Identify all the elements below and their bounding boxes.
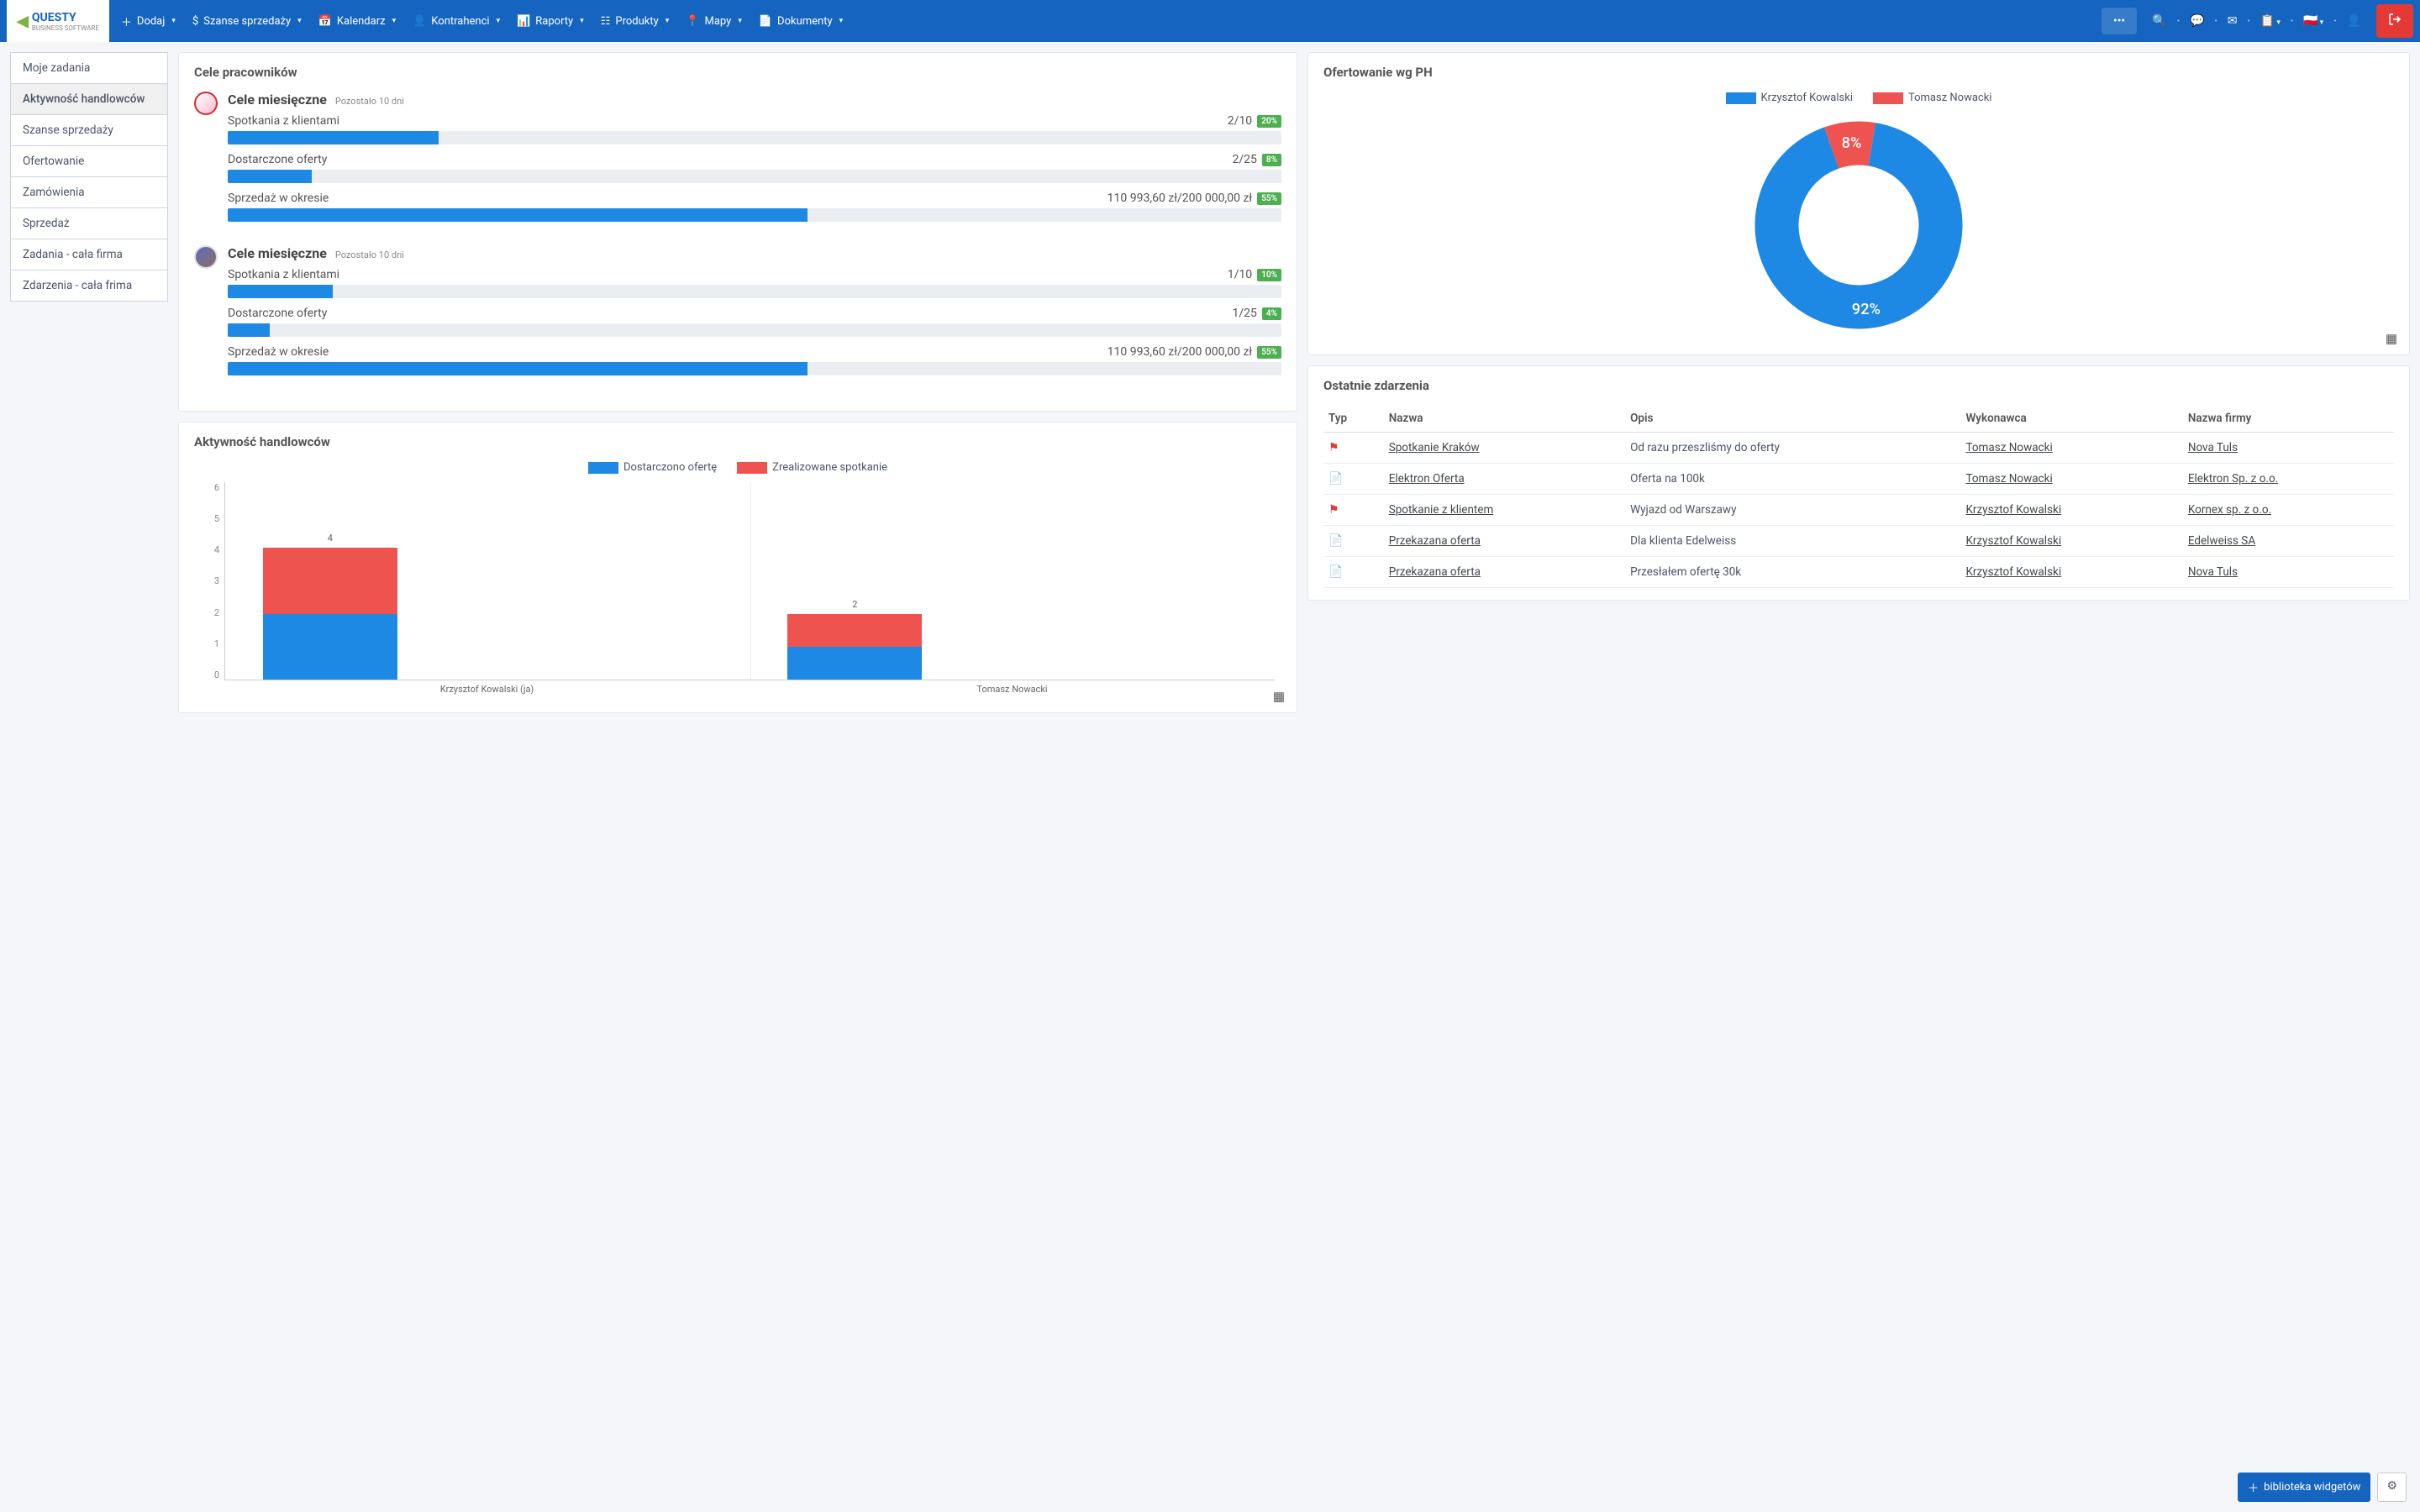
doc-icon: 📄 (1328, 534, 1343, 548)
activity-chart-panel: Aktywność handlowców Dostarczono ofertę … (178, 422, 1297, 713)
widget-library-button[interactable]: ＋ biblioteka widgetów (2238, 1473, 2370, 1502)
logout-button[interactable] (2376, 4, 2413, 38)
goal-row: Spotkania z klientami2/1020% (228, 114, 1281, 144)
more-button[interactable]: ••• (2102, 8, 2137, 34)
goal-row: Sprzedaż w okresie110 993,60 zł/200 000,… (228, 192, 1281, 222)
donut-chart-panel: Ofertowanie wg PH Krzysztof Kowalski Tom… (1307, 52, 2410, 355)
logo-icon: ◀ (17, 13, 29, 30)
clipboard-icon[interactable]: 📋▾ (2254, 9, 2287, 33)
flag-icon: ⚑ (1328, 503, 1339, 517)
sidebar-tabs: Moje zadaniaAktywność handlowcówSzanse s… (10, 52, 168, 301)
sidebar-item-4[interactable]: Zamówienia (10, 176, 168, 208)
company-link[interactable]: Edelweiss SA (2188, 534, 2255, 548)
company-link[interactable]: Nova Tuls (2188, 565, 2238, 579)
performer-link[interactable]: Krzysztof Kowalski (1965, 565, 2061, 579)
sidebar-item-2[interactable]: Szanse sprzedaży (10, 114, 168, 146)
table-row: ⚑ Spotkanie z klientem Wyjazd od Warszaw… (1323, 495, 2394, 526)
svg-text:92%: 92% (1852, 301, 1881, 318)
menu-szanse-sprzedaży[interactable]: $ Szanse sprzedaży ▾ (184, 8, 310, 34)
event-name-link[interactable]: Spotkanie z klientem (1389, 503, 1494, 517)
panel-title: Aktywność handlowców (194, 434, 1281, 449)
plus-icon: ＋ (2248, 1479, 2259, 1495)
performer-link[interactable]: Krzysztof Kowalski (1965, 534, 2061, 548)
flag-icon: ⚑ (1328, 441, 1339, 454)
avatar (194, 92, 218, 115)
search-icon[interactable]: 🔍 (2145, 9, 2173, 33)
chat-icon[interactable]: 💬 (2183, 9, 2211, 33)
table-row: 📄 Elektron Oferta Oferta na 100k Tomasz … (1323, 464, 2394, 495)
menu-produkty[interactable]: ☷ Produkty ▾ (592, 8, 678, 34)
sidebar-item-5[interactable]: Sprzedaż (10, 207, 168, 239)
goal-row: Spotkania z klientami1/1010% (228, 268, 1281, 298)
chart-legend: Krzysztof Kowalski Tomasz Nowacki (1323, 92, 2394, 104)
goal-row: Dostarczone oferty1/254% (228, 307, 1281, 337)
brand-logo[interactable]: ◀ QUESTY BUSINESS SOFTWARE (7, 0, 109, 42)
doc-icon: 📄 (1328, 472, 1343, 486)
company-link[interactable]: Elektron Sp. z o.o. (2188, 472, 2278, 486)
events-panel: Ostatnie zdarzenia TypNazwaOpisWykonawca… (1307, 365, 2410, 601)
table-row: 📄 Przekazana oferta Dla klienta Edelweis… (1323, 526, 2394, 557)
svg-text:8%: 8% (1842, 134, 1862, 152)
sidebar-item-3[interactable]: Ofertowanie (10, 145, 168, 177)
menu-mapy[interactable]: 📍 Mapy ▾ (677, 8, 750, 34)
table-row: ⚑ Spotkanie Kraków Od razu przeszliśmy d… (1323, 433, 2394, 464)
bar-chart: 6543210 4 2 Krzysztof Kowalski (ja)Tomas… (194, 482, 1281, 701)
event-name-link[interactable]: Spotkanie Kraków (1389, 441, 1480, 454)
menu-kontrahenci[interactable]: 👤 Kontrahenci ▾ (404, 8, 508, 34)
bottom-bar: ＋ biblioteka widgetów ⚙ (2238, 1473, 2407, 1502)
table-row: 📄 Przekazana oferta Przesłałem ofertę 30… (1323, 557, 2394, 588)
panel-title: Cele pracowników (194, 65, 1281, 80)
user-icon[interactable]: 👤 (2340, 9, 2368, 33)
events-table: TypNazwaOpisWykonawcaNazwa firmy ⚑ Spotk… (1323, 405, 2394, 588)
sidebar-item-6[interactable]: Zadania - cała firma (10, 239, 168, 270)
menu-kalendarz[interactable]: 📅 Kalendarz ▾ (310, 8, 404, 34)
event-name-link[interactable]: Przekazana oferta (1389, 534, 1481, 548)
avatar (194, 245, 218, 269)
doc-icon: 📄 (1328, 565, 1343, 579)
settings-button[interactable]: ⚙ (2377, 1473, 2407, 1502)
company-link[interactable]: Kornex sp. z o.o. (2188, 503, 2271, 517)
brand-name: QUESTY (32, 11, 99, 24)
goal-row: Dostarczone oferty2/258% (228, 153, 1281, 183)
donut-chart: 8% 92% (1749, 116, 1968, 334)
brand-tagline: BUSINESS SOFTWARE (32, 24, 99, 32)
menu-dodaj[interactable]: ＋ Dodaj ▾ (113, 7, 184, 36)
top-navbar: ◀ QUESTY BUSINESS SOFTWARE ＋ Dodaj ▾$ Sz… (0, 0, 2420, 42)
event-name-link[interactable]: Elektron Oferta (1389, 472, 1465, 486)
panel-title: Ostatnie zdarzenia (1323, 378, 2394, 393)
gear-icon: ⚙ (2386, 1479, 2397, 1493)
menu-raporty[interactable]: 📊 Raporty ▾ (508, 8, 592, 34)
chart-legend: Dostarczono ofertę Zrealizowane spotkani… (194, 461, 1281, 474)
table-view-icon[interactable]: ▦ (2386, 331, 2397, 346)
goals-panel: Cele pracowników Cele miesięcznePozostał… (178, 52, 1297, 412)
sidebar-item-7[interactable]: Zdarzenia - cała frima (10, 270, 168, 302)
company-link[interactable]: Nova Tuls (2188, 441, 2238, 454)
menu-dokumenty[interactable]: 📄 Dokumenty ▾ (750, 8, 851, 34)
sidebar-item-1[interactable]: Aktywność handlowców (10, 83, 168, 115)
performer-link[interactable]: Krzysztof Kowalski (1965, 503, 2061, 517)
panel-title: Ofertowanie wg PH (1323, 65, 2394, 80)
sidebar-item-0[interactable]: Moje zadania (10, 52, 168, 84)
goal-row: Sprzedaż w okresie110 993,60 zł/200 000,… (228, 345, 1281, 375)
mail-icon[interactable]: ✉ (2221, 9, 2244, 33)
table-view-icon[interactable]: ▦ (1273, 689, 1285, 704)
performer-link[interactable]: Tomasz Nowacki (1965, 441, 2052, 454)
event-name-link[interactable]: Przekazana oferta (1389, 565, 1481, 579)
flag-icon[interactable]: 🇵🇱▾ (2296, 9, 2330, 33)
performer-link[interactable]: Tomasz Nowacki (1965, 472, 2052, 486)
